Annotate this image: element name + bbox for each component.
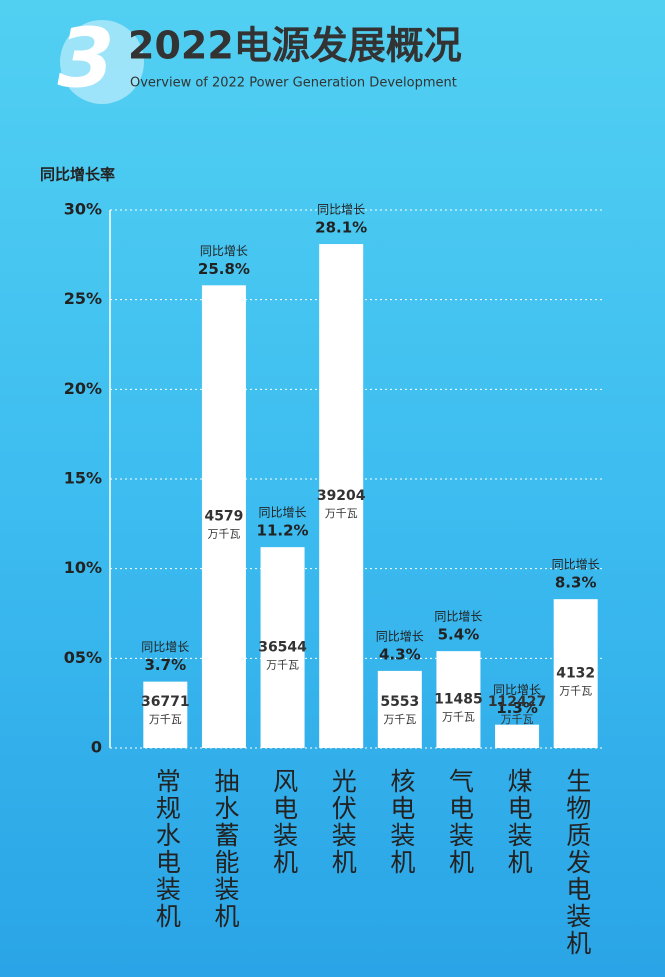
capacity-value: 11485 — [434, 692, 483, 708]
y-tick-label: 20% — [64, 379, 102, 398]
y-tick-label: 0 — [91, 738, 102, 757]
category-label: 核电装机 — [387, 768, 416, 876]
y-tick-label: 10% — [64, 558, 102, 577]
capacity-unit: 万千瓦 — [266, 659, 299, 672]
category-label: 风电装机 — [270, 768, 299, 876]
y-tick-label: 05% — [64, 648, 102, 667]
value-label: 25.8% — [198, 260, 250, 278]
value-label: 11.2% — [257, 522, 309, 540]
value-label-prefix: 同比增长 — [259, 506, 307, 520]
capacity-unit: 万千瓦 — [207, 528, 240, 541]
capacity-value: 112427 — [488, 694, 546, 710]
capacity-value: 36544 — [258, 640, 307, 656]
capacity-unit: 万千瓦 — [383, 713, 416, 726]
value-label-prefix: 同比增长 — [317, 203, 365, 217]
capacity-unit: 万千瓦 — [559, 685, 592, 698]
value-label: 1.3% — [496, 699, 538, 717]
bar — [436, 651, 481, 748]
bar — [319, 244, 364, 748]
category-label: 抽水蓄能装机 — [211, 768, 240, 930]
capacity-value: 36771 — [141, 694, 190, 710]
capacity-unit: 万千瓦 — [325, 507, 358, 520]
chart-subtitle: Overview of 2022 Power Generation Develo… — [130, 76, 457, 91]
value-label: 4.3% — [379, 645, 421, 663]
category-label: 常规水电装机 — [152, 768, 181, 930]
section-number: 3 — [57, 11, 114, 106]
badge-circle — [60, 20, 144, 104]
category-label: 生物质发电装机 — [563, 768, 592, 957]
capacity-value: 39204 — [317, 488, 366, 504]
chart-title: 2022电源发展概况 — [128, 24, 462, 68]
capacity-unit: 万千瓦 — [149, 713, 182, 726]
value-label-prefix: 同比增长 — [434, 610, 482, 624]
y-axis-title: 同比增长率 — [40, 166, 115, 184]
bar — [260, 547, 305, 748]
value-label-prefix: 同比增长 — [552, 558, 600, 572]
value-label: 8.3% — [555, 574, 597, 592]
value-label-prefix: 同比增长 — [200, 244, 248, 258]
category-label: 光伏装机 — [328, 768, 357, 876]
bar — [201, 285, 246, 748]
bar — [377, 670, 422, 748]
bar — [495, 724, 540, 748]
value-label-prefix: 同比增长 — [141, 640, 189, 654]
category-label: 煤电装机 — [504, 768, 533, 876]
capacity-unit: 万千瓦 — [501, 713, 534, 726]
value-label: 28.1% — [315, 219, 367, 237]
capacity-value: 4579 — [204, 509, 243, 525]
capacity-unit: 万千瓦 — [442, 711, 475, 724]
bar — [553, 599, 598, 748]
capacity-value: 5553 — [380, 694, 419, 710]
value-label-prefix: 同比增长 — [493, 683, 541, 697]
value-label-prefix: 同比增长 — [376, 629, 424, 643]
value-label: 5.4% — [438, 626, 480, 644]
value-label: 3.7% — [145, 656, 187, 674]
category-label: 气电装机 — [445, 768, 474, 876]
y-tick-label: 30% — [64, 200, 102, 219]
bar — [143, 681, 188, 748]
y-tick-label: 25% — [64, 289, 102, 308]
y-tick-label: 15% — [64, 469, 102, 488]
capacity-value: 4132 — [556, 666, 595, 682]
